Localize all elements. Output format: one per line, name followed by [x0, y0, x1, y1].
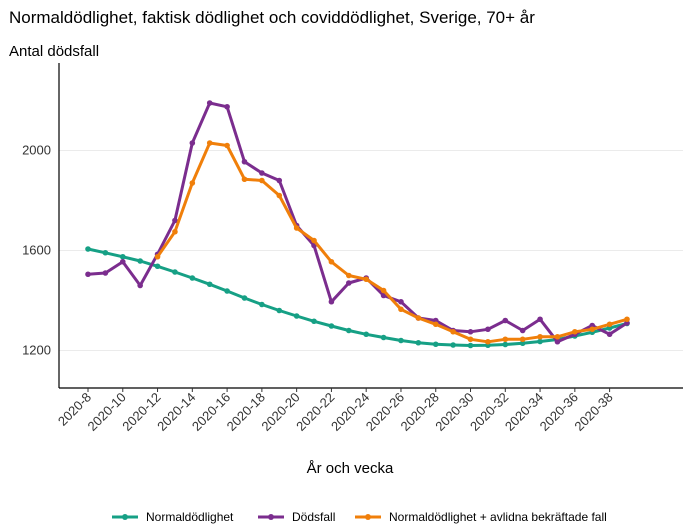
series-2-point — [380, 287, 387, 294]
series-2-point — [589, 326, 596, 333]
series-0-point — [415, 339, 422, 346]
series-0-line — [86, 247, 629, 347]
series-1-point — [85, 271, 91, 278]
series-0-point — [467, 342, 474, 349]
series-2-point — [554, 333, 561, 340]
series-2-line — [156, 141, 629, 344]
series-2-point — [363, 276, 369, 283]
series-0-point — [172, 269, 178, 275]
series-2-point — [346, 272, 352, 279]
series-0-point — [224, 288, 230, 294]
series-1-point — [328, 298, 335, 305]
series-1-point — [102, 270, 109, 276]
series-2-point — [293, 225, 300, 231]
series-0-point — [450, 342, 456, 348]
series-0-point — [346, 327, 352, 334]
x-tick-label: 2020-38 — [571, 390, 615, 434]
series-2-point — [172, 228, 178, 235]
series-1-point — [224, 103, 230, 110]
series-0-point — [259, 301, 265, 308]
series-2-point — [450, 328, 456, 335]
series-2-point — [606, 321, 613, 328]
series-2-point — [572, 328, 578, 335]
series-0-point — [380, 334, 387, 341]
series-lines — [85, 100, 630, 349]
y-tick-label: 1600 — [22, 243, 51, 258]
legend-swatch-point — [122, 514, 128, 520]
series-0-point — [537, 338, 543, 345]
series-2-point — [259, 177, 265, 184]
series-2-point — [224, 142, 230, 149]
series-0-point — [189, 275, 196, 281]
series-1-point — [172, 217, 178, 224]
series-1-point — [137, 282, 143, 289]
series-0-point — [137, 258, 143, 264]
series-1-point — [485, 326, 491, 333]
series-0-point — [102, 249, 109, 256]
legend-label: Dödsfall — [292, 510, 335, 524]
legend-label: Normaldödlighet + avlidna bekräftade fal… — [389, 510, 607, 524]
series-2-point — [467, 336, 474, 343]
axes: 1200160020002020-82020-102020-122020-142… — [22, 63, 683, 434]
series-2-point — [624, 316, 630, 323]
series-0-point — [119, 253, 126, 260]
legend-label: Normaldödlighet — [146, 510, 234, 524]
series-0-point — [311, 318, 317, 325]
series-2-point — [502, 336, 509, 343]
series-2-point — [241, 176, 248, 183]
series-0-point — [363, 331, 369, 338]
series-1-point — [259, 170, 265, 176]
series-2-point — [485, 338, 491, 345]
series-1-point — [189, 140, 196, 146]
series-0-point — [519, 340, 526, 347]
series-0-point — [206, 281, 213, 288]
series-1-point — [502, 317, 509, 324]
series-2-point — [206, 140, 213, 146]
series-1-point — [241, 158, 248, 165]
series-0-point — [276, 307, 283, 314]
series-0-point — [293, 313, 300, 319]
series-2-point — [189, 180, 196, 186]
y-axis-label: Antal dödsfall — [9, 43, 100, 60]
series-1-point — [398, 298, 404, 305]
series-1-point — [206, 100, 213, 106]
chart-title: Normaldödlighet, faktisk dödlighet och c… — [9, 8, 535, 27]
series-0-point — [432, 341, 439, 348]
series-1-point — [119, 258, 126, 265]
series-0-point — [328, 323, 335, 329]
legend: Normaldödlighet Dödsfall Normaldödlighet +… — [112, 510, 607, 524]
series-2-point — [415, 315, 422, 321]
series-2-point — [398, 306, 404, 313]
series-1-point — [467, 328, 474, 335]
series-1-point — [346, 280, 352, 286]
series-0-point — [154, 263, 161, 270]
legend-swatch-point — [365, 514, 371, 520]
series-2-point — [276, 192, 283, 199]
series-1-point — [554, 338, 561, 345]
series-2-point — [328, 258, 335, 265]
series-1-line — [86, 101, 629, 344]
series-1-point — [537, 316, 543, 323]
series-2-point — [537, 333, 543, 340]
series-1-point — [276, 177, 283, 184]
series-0-point — [85, 246, 91, 252]
gridlines — [59, 150, 683, 351]
x-axis-label: År och vecka — [307, 460, 394, 477]
series-2-point — [432, 321, 439, 328]
series-2-point — [311, 237, 317, 244]
y-tick-label: 2000 — [22, 143, 51, 158]
legend-swatch-point — [268, 514, 274, 520]
series-0-point — [241, 295, 248, 301]
series-2-point — [519, 336, 526, 343]
series-1-point — [519, 327, 526, 334]
y-tick-label: 1200 — [22, 343, 51, 358]
series-1-point — [606, 331, 613, 338]
series-2-point — [154, 253, 161, 260]
series-0-point — [398, 337, 404, 344]
series-0-point — [502, 341, 509, 348]
